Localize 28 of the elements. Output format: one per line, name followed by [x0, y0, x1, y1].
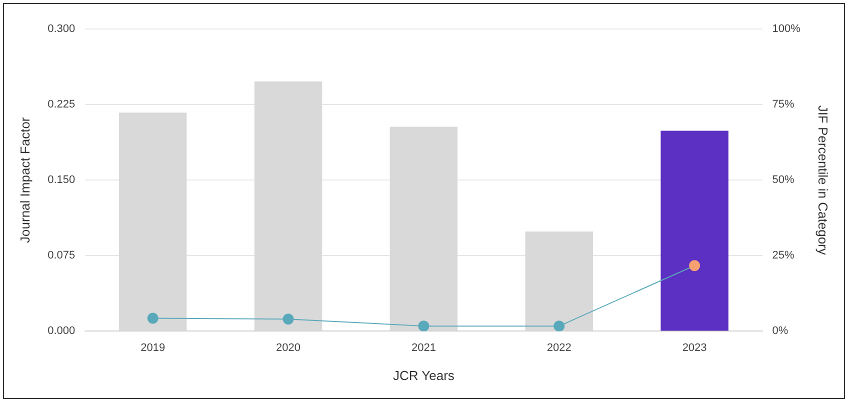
y-tick-label: 0.075	[48, 250, 76, 262]
y2-tick-label: 75%	[772, 98, 794, 111]
x-tick-label: 2022	[546, 342, 572, 354]
y2-tick-label: 50%	[772, 174, 794, 186]
bar	[525, 231, 593, 331]
y2-tick-label: 0%	[772, 325, 788, 338]
y2-axis-title: JIF Percentile in Category	[816, 105, 831, 256]
point	[418, 320, 430, 332]
x-tick-label: 2020	[276, 342, 301, 354]
bar	[118, 112, 187, 331]
y2-tick-label: 100%	[772, 23, 801, 36]
point	[147, 312, 158, 324]
y2-tick-label: 25%	[772, 250, 794, 262]
y-tick-label: 0.150	[48, 174, 76, 186]
x-tick-label: 2021	[411, 342, 436, 354]
x-axis-title: JCR Years	[392, 368, 455, 383]
point	[554, 320, 565, 332]
point	[689, 260, 700, 272]
y-tick-label: 0.000	[48, 325, 76, 338]
x-tick-label: 2023	[682, 342, 707, 354]
x-tick-label: 2019	[140, 342, 166, 354]
y-tick-label: 0.300	[48, 23, 76, 36]
point	[282, 314, 294, 325]
bar	[660, 130, 728, 331]
bar	[390, 126, 458, 331]
y-tick-label: 0.225	[48, 98, 76, 111]
y-axis-title: Journal Impact Factor	[17, 116, 32, 243]
bar	[254, 81, 322, 331]
